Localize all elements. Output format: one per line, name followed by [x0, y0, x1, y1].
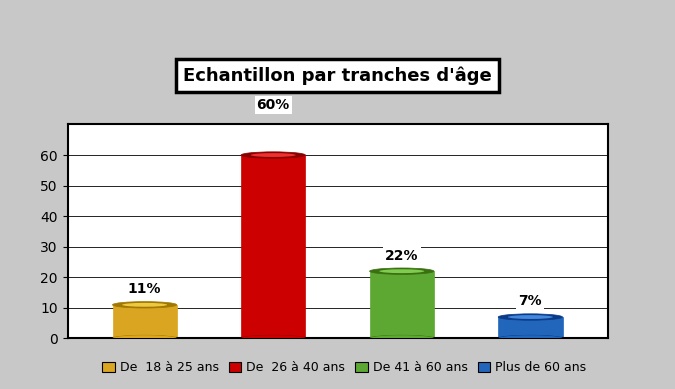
Bar	[113, 305, 177, 338]
Ellipse shape	[113, 301, 177, 308]
Text: 7%: 7%	[518, 294, 542, 308]
Ellipse shape	[241, 335, 305, 342]
Ellipse shape	[113, 335, 177, 342]
Ellipse shape	[379, 269, 425, 273]
Ellipse shape	[122, 303, 167, 307]
Text: 11%: 11%	[128, 282, 161, 296]
Text: 60%: 60%	[256, 98, 290, 112]
Bar	[241, 155, 305, 338]
Ellipse shape	[498, 335, 562, 342]
Ellipse shape	[370, 335, 434, 342]
Ellipse shape	[498, 314, 562, 320]
Legend: De  18 à 25 ans, De  26 à 40 ans, De 41 à 60 ans, Plus de 60 ans: De 18 à 25 ans, De 26 à 40 ans, De 41 à …	[97, 356, 591, 379]
Ellipse shape	[370, 335, 434, 342]
Bar	[498, 317, 562, 338]
Ellipse shape	[241, 152, 305, 158]
Ellipse shape	[370, 268, 434, 274]
Bar	[370, 271, 434, 338]
Ellipse shape	[508, 315, 553, 319]
Text: 22%: 22%	[385, 249, 418, 263]
Ellipse shape	[498, 335, 562, 342]
Ellipse shape	[241, 335, 305, 342]
Ellipse shape	[250, 153, 296, 157]
Text: Echantillon par tranches d'âge: Echantillon par tranches d'âge	[183, 67, 492, 85]
Ellipse shape	[113, 335, 177, 342]
